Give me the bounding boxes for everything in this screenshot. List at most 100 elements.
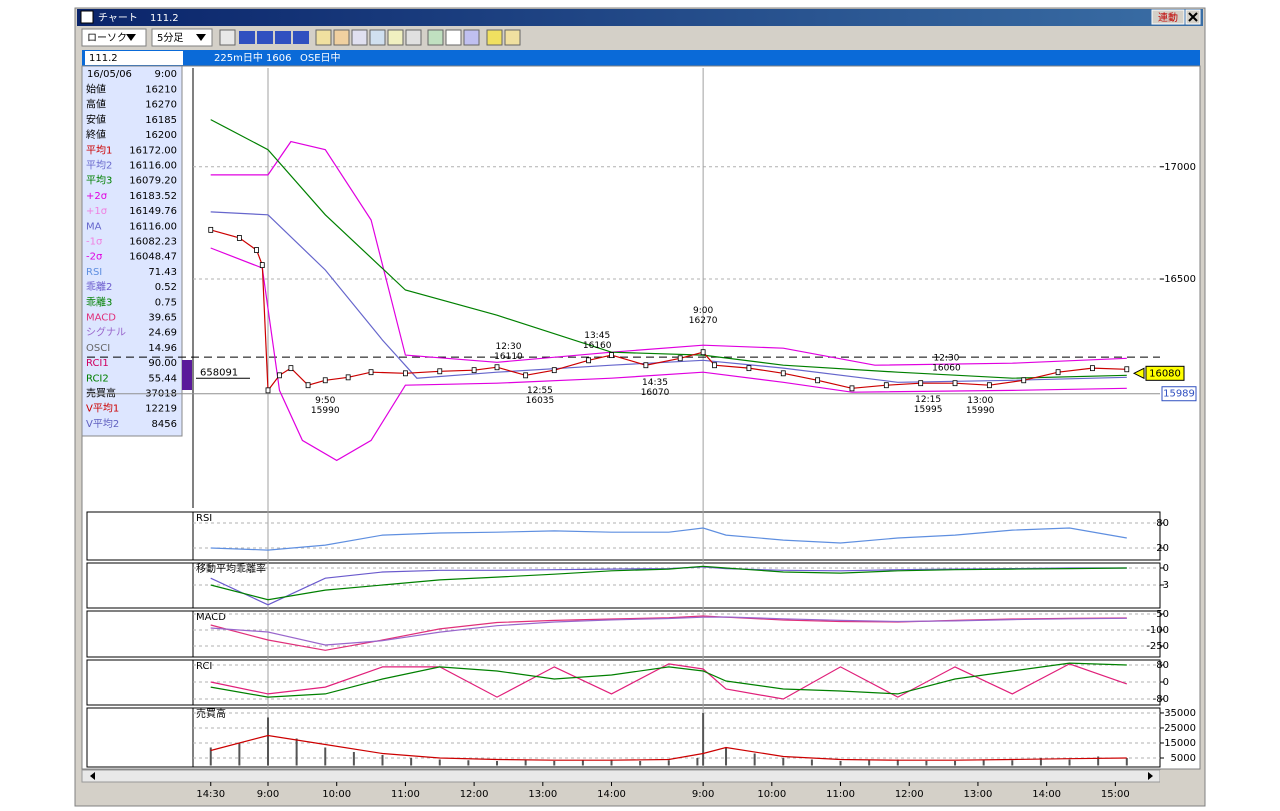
volume-bar: [410, 757, 413, 766]
info-label: 売買高: [86, 387, 116, 400]
info-value: 16200: [145, 130, 177, 141]
toolbar-icons: [219, 29, 521, 46]
candle: [345, 374, 351, 381]
candle: [815, 377, 821, 384]
candle: [1021, 377, 1027, 384]
x-tick-label: 9:00: [692, 789, 714, 800]
app-icon: [80, 10, 94, 24]
info-label: 始値: [86, 83, 106, 96]
tool-icon[interactable]: [257, 31, 273, 44]
tool-icon[interactable]: [275, 31, 291, 44]
panel-title: MACD: [196, 612, 226, 623]
series-line: [210, 247, 1127, 462]
last-price-arrow: [1132, 367, 1145, 380]
info-value: 16185: [145, 115, 177, 126]
tool-icon[interactable]: [333, 29, 350, 46]
volume-bar: [667, 760, 670, 766]
info-value: 12219: [145, 404, 177, 415]
dropdown-arrow: [126, 34, 136, 41]
header-bar: [82, 50, 1200, 66]
candle: [986, 382, 992, 389]
panel-frame: [86, 511, 1161, 561]
info-value: 16116.00: [129, 161, 177, 172]
annotation-time: 14:35: [642, 378, 668, 388]
candle: [952, 380, 958, 387]
tool-icon[interactable]: [445, 29, 462, 46]
scrollbar[interactable]: [81, 769, 1161, 783]
tool-icon[interactable]: [219, 29, 236, 46]
chart-style-label[interactable]: ローソク: [87, 32, 127, 44]
x-tick-label: 12:00: [460, 789, 489, 800]
series-line: [210, 663, 1127, 700]
candle: [1090, 365, 1095, 372]
x-tick-label: 14:00: [597, 789, 626, 800]
annotation-time: 13:45: [584, 331, 610, 341]
contract-label: 225m日中 1606: [214, 51, 291, 64]
candle: [259, 262, 265, 269]
series-line: [210, 119, 1127, 379]
volume-bar: [696, 757, 699, 766]
annotation-price: 15990: [966, 406, 995, 416]
volume-bar: [1068, 759, 1071, 766]
volume-bar: [467, 760, 470, 766]
info-label: MACD: [86, 313, 116, 324]
candle: [437, 368, 443, 375]
interval-label[interactable]: 5分足: [157, 32, 183, 44]
tool-icon[interactable]: [463, 29, 480, 46]
annotation-time: 9:00: [693, 306, 713, 316]
series-line: [210, 565, 1127, 601]
y-tick-label: 5000: [1171, 753, 1196, 764]
info-label: RCI2: [86, 373, 109, 384]
volume-bar: [381, 754, 384, 766]
session-label: OSE日中: [300, 51, 341, 64]
annotation-price: 16060: [932, 363, 961, 373]
info-value: 0.75: [155, 297, 177, 308]
tool-icon[interactable]: [427, 29, 444, 46]
annotation-price: 16070: [641, 388, 670, 398]
tool-icon[interactable]: [369, 29, 386, 46]
info-label: +2σ: [86, 191, 108, 202]
info-label: V平均1: [86, 402, 119, 415]
info-label: RSI: [86, 267, 102, 278]
y-tick-label: -100: [1146, 625, 1169, 636]
tool-icon[interactable]: [387, 29, 404, 46]
info-label: MA: [86, 221, 102, 232]
tool-icon[interactable]: [486, 29, 503, 46]
chart-style-select[interactable]: [81, 28, 147, 47]
title-bar: [77, 9, 1203, 26]
tool-icon[interactable]: [315, 29, 332, 46]
candle: [780, 370, 786, 377]
volume-bar: [868, 760, 871, 766]
info-value: 39.65: [148, 313, 177, 324]
info-value: 71.43: [148, 267, 177, 278]
annotation-time: 12:55: [527, 386, 553, 396]
code-input[interactable]: [85, 51, 183, 65]
info-value: 14.96: [148, 343, 177, 354]
tool-icon[interactable]: [504, 29, 521, 46]
volume-bar: [1039, 757, 1042, 766]
candle: [700, 349, 706, 356]
info-label: RCI1: [86, 358, 109, 369]
candle: [712, 362, 717, 369]
code-input-text[interactable]: 111.2: [89, 53, 118, 64]
link-button[interactable]: [1151, 9, 1185, 25]
annotation-time: 12:30: [495, 342, 521, 352]
volume-bar: [1125, 757, 1128, 766]
y-tick-label: 25000: [1164, 723, 1196, 734]
link-button-label[interactable]: 連動: [1158, 11, 1178, 24]
volume-bar: [639, 760, 642, 766]
tool-icon[interactable]: [405, 29, 422, 46]
window-code: 111.2: [150, 13, 179, 24]
interval-select[interactable]: [151, 28, 213, 47]
volume-bar: [1011, 760, 1014, 766]
tool-icon[interactable]: [293, 31, 309, 44]
info-label: -1σ: [86, 237, 103, 248]
annotation-time: 12:15: [915, 395, 941, 405]
tool-icon[interactable]: [351, 29, 368, 46]
annotation-time: 9:50: [315, 396, 335, 406]
annotation-price: 16035: [526, 396, 555, 406]
candle: [643, 362, 649, 369]
tool-icon[interactable]: [239, 31, 255, 44]
y-tick-label: 80: [1156, 660, 1169, 671]
info-label: 高値: [86, 98, 106, 111]
